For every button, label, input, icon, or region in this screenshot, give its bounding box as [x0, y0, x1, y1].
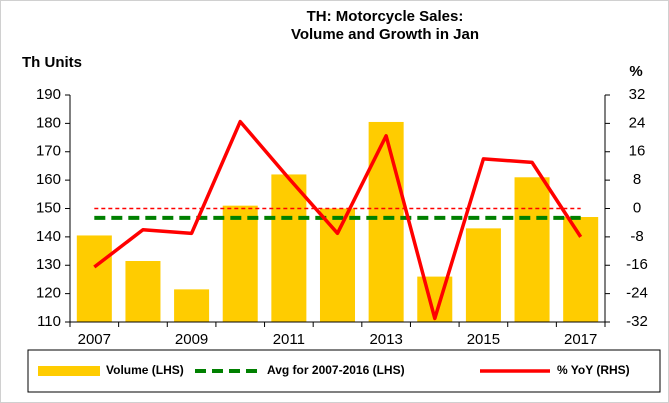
y-tick-label: 170 — [36, 143, 61, 160]
bar — [465, 228, 501, 322]
y-tick-label: 120 — [36, 285, 61, 302]
y-tick-label: 130 — [36, 256, 61, 273]
bar — [222, 205, 258, 322]
y2-tick-label: 16 — [629, 143, 646, 160]
y-tick-label: 180 — [36, 114, 61, 131]
bar — [174, 289, 210, 322]
y2-tick-label: 0 — [633, 199, 641, 216]
y2-tick-label: -8 — [630, 228, 643, 245]
y-tick-label: 140 — [36, 228, 61, 245]
x-tick-label: 2015 — [467, 331, 500, 348]
y2-axis-label: % — [629, 63, 642, 80]
legend-label: % YoY (RHS) — [557, 363, 630, 377]
x-tick-label: 2007 — [78, 331, 111, 348]
y-tick-label: 160 — [36, 171, 61, 188]
y2-tick-label: -32 — [626, 313, 648, 330]
y-tick-label: 110 — [37, 313, 61, 330]
legend-swatch — [38, 366, 100, 376]
y-tick-label: 150 — [36, 199, 61, 216]
x-tick-label: 2011 — [273, 331, 305, 348]
y-tick-label: 190 — [36, 86, 61, 103]
yoy-line — [93, 119, 583, 321]
x-tick-label: 2013 — [369, 331, 402, 348]
x-tick-label: 2017 — [564, 331, 597, 348]
legend-box — [27, 349, 661, 393]
legend-label: Avg for 2007-2016 (LHS) — [267, 363, 405, 377]
bar — [271, 174, 307, 322]
chart-title: Volume and Growth in Jan — [291, 26, 479, 43]
y2-tick-label: -16 — [626, 256, 648, 273]
bar — [319, 208, 356, 322]
x-tick-label: 2009 — [175, 331, 208, 348]
bar — [368, 121, 404, 322]
bar — [125, 260, 161, 322]
chart-title: TH: Motorcycle Sales: — [307, 8, 464, 25]
y2-tick-label: 32 — [629, 86, 646, 103]
bar — [76, 235, 112, 322]
y-axis-label: Th Units — [22, 54, 82, 71]
bar — [563, 217, 599, 322]
y2-tick-label: -24 — [626, 285, 648, 302]
y2-tick-label: 8 — [633, 171, 641, 188]
y2-tick-label: 24 — [629, 114, 646, 131]
legend-label: Volume (LHS) — [106, 363, 184, 377]
bar — [514, 177, 550, 322]
